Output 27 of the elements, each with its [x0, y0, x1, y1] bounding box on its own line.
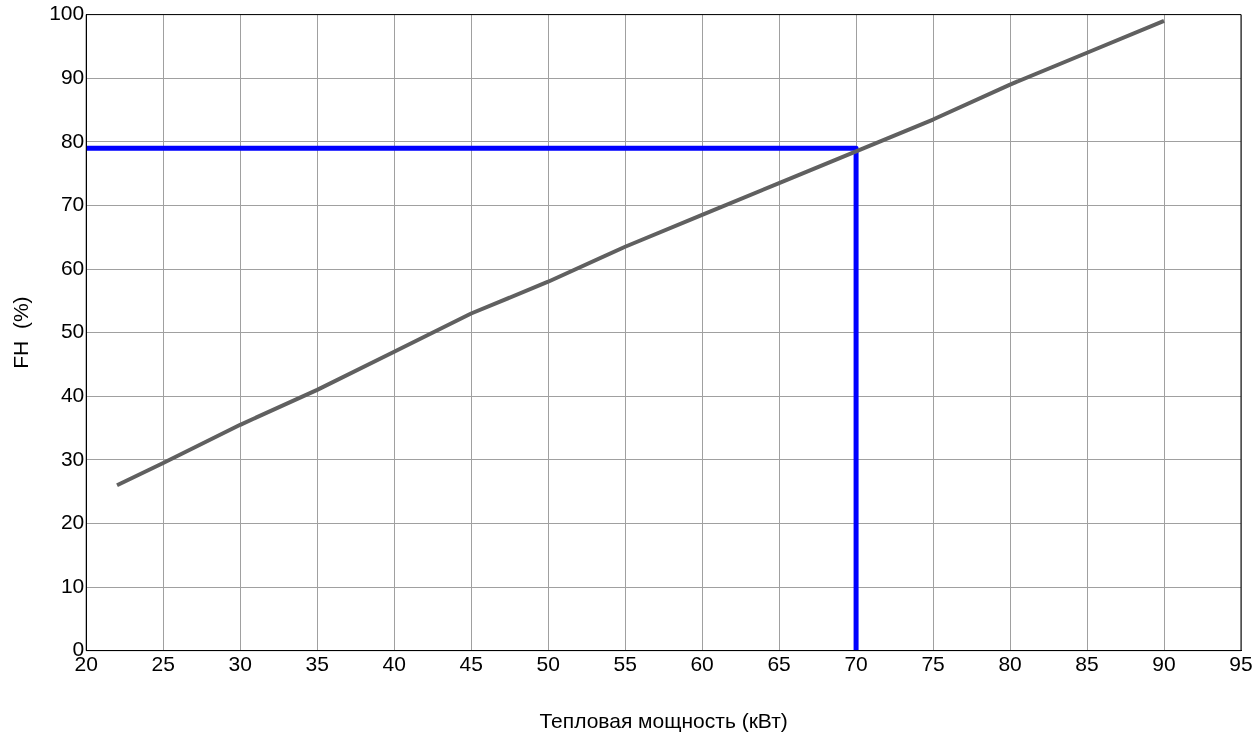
x-tick-label: 85: [1075, 652, 1099, 675]
x-tick-label: 40: [382, 652, 406, 675]
x-tick-label: 90: [1152, 652, 1176, 675]
y-tick-label: 100: [49, 1, 85, 25]
x-tick-label: 35: [305, 652, 329, 675]
x-tick-label: 95: [1229, 652, 1253, 675]
y-tick-label: 20: [60, 510, 85, 534]
x-tick-label: 75: [921, 652, 945, 675]
x-tick-label: 45: [459, 652, 483, 675]
y-tick-label: 30: [60, 446, 85, 470]
y-tick-label: 10: [60, 573, 85, 597]
y-tick-label: 50: [60, 319, 85, 343]
x-tick-label: 25: [151, 652, 175, 675]
x-tick-label: 30: [228, 652, 252, 675]
x-tick-label: 70: [844, 652, 868, 675]
y-axis-title: FH (%): [9, 296, 33, 369]
y-tick-label: 40: [60, 383, 85, 406]
y-tick-label: 60: [60, 255, 85, 279]
x-tick-label: 50: [536, 652, 560, 675]
x-axis-title: Тепловая мощность (кВт): [539, 709, 788, 733]
y-tick-label: 80: [60, 128, 85, 152]
y-tick-label: 70: [60, 192, 85, 216]
x-tick-label: 55: [613, 652, 637, 675]
x-tick-label: 80: [998, 652, 1022, 675]
x-tick-label: 65: [767, 652, 791, 675]
x-tick-label: 60: [690, 652, 714, 675]
y-tick-label: 90: [60, 65, 85, 88]
